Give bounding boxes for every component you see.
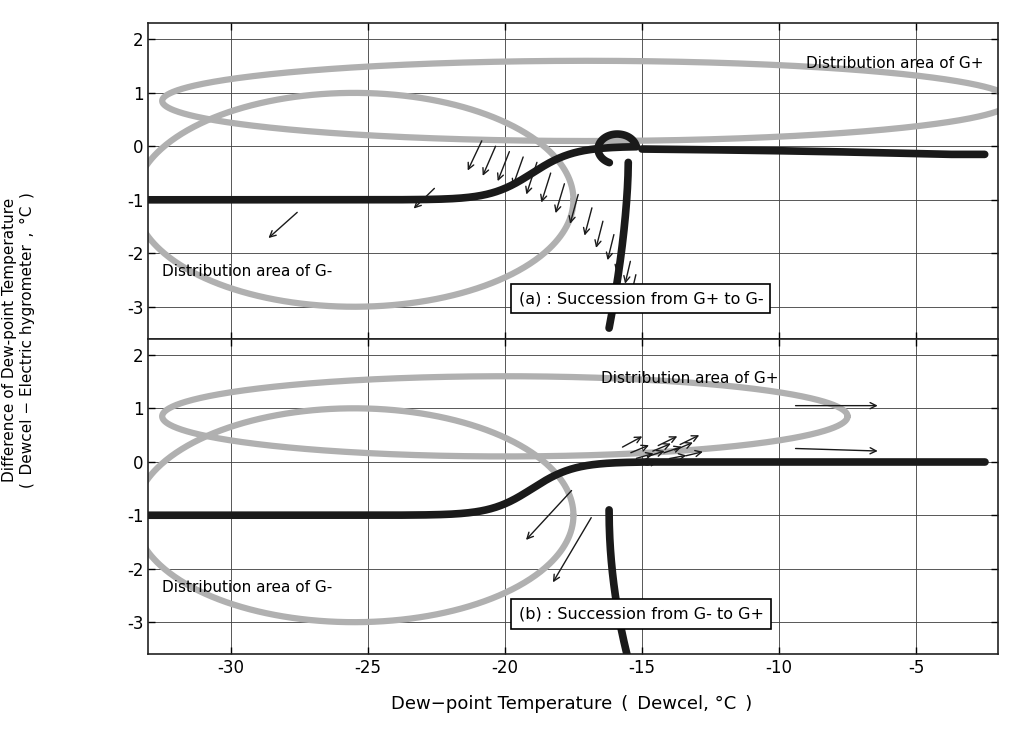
Text: (b) : Succession from G- to G+: (b) : Succession from G- to G+ bbox=[518, 607, 764, 621]
Text: Distribution area of G+: Distribution area of G+ bbox=[601, 371, 778, 387]
Text: Dew−point Temperature ( Dewcel, °C ): Dew−point Temperature ( Dewcel, °C ) bbox=[391, 695, 752, 713]
Text: Difference of Dew-point Temperature
( Dewcel − Electric hygrometer , °C ): Difference of Dew-point Temperature ( De… bbox=[2, 192, 35, 488]
Text: Distribution area of G-: Distribution area of G- bbox=[162, 265, 333, 279]
Text: Distribution area of G-: Distribution area of G- bbox=[162, 580, 333, 595]
Text: (a) : Succession from G+ to G-: (a) : Succession from G+ to G- bbox=[518, 291, 763, 306]
Text: Distribution area of G+: Distribution area of G+ bbox=[807, 56, 984, 71]
